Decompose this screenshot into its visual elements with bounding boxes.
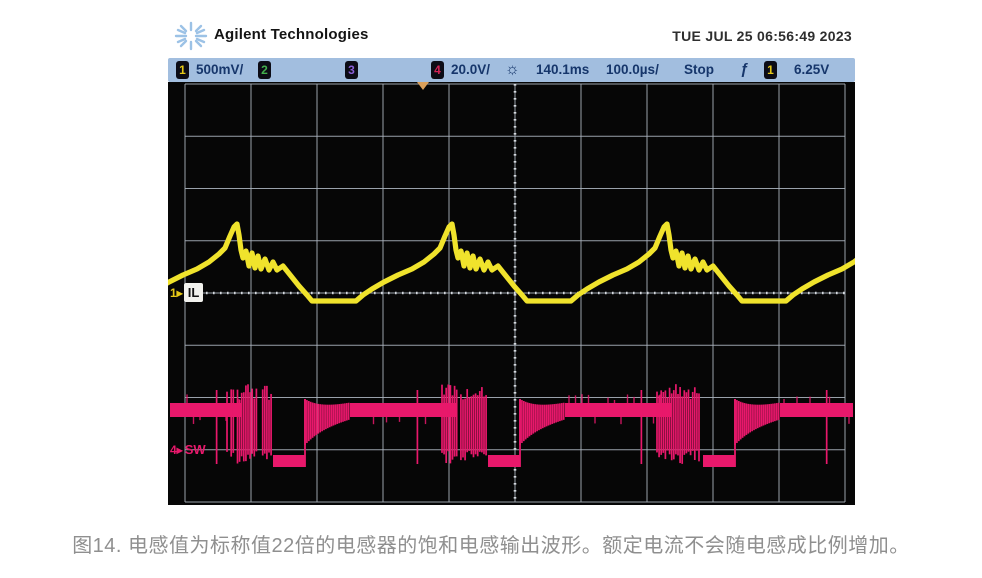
trigger-edge-icon: ƒ <box>740 61 749 78</box>
scope-header: Agilent Technologies TUE JUL 25 06:56:49… <box>168 15 855 58</box>
delay-readout: 140.1ms <box>536 62 590 77</box>
ch1-trace-label: 1▸ IL <box>170 283 204 302</box>
ch3-badge: 3 <box>345 61 358 79</box>
timebase-readout: 100.0µs/ <box>606 62 659 77</box>
trigger-source-badge: 1 <box>764 61 777 79</box>
scope-display: 1▸ IL 4▸ SW <box>168 82 855 505</box>
waveform-canvas <box>168 83 855 503</box>
ch4-ground-marker: 4▸ <box>170 442 183 457</box>
acquisition-status: Stop <box>684 62 714 77</box>
ch1-badge: 1 <box>176 61 189 79</box>
ch1-label-text: IL <box>183 283 204 302</box>
agilent-logo-icon <box>174 21 208 51</box>
ch1-scale: 500mV/ <box>196 62 244 77</box>
brand-text: Agilent Technologies <box>214 26 369 43</box>
figure-caption: 图14. 电感值为标称值22倍的电感器的饱和电感输出波形。额定电流不会随电感成比… <box>72 535 910 557</box>
ch4-trace-label: 4▸ SW <box>170 442 206 457</box>
timestamp: TUE JUL 25 06:56:49 2023 <box>672 28 852 44</box>
ch4-label-text: SW <box>184 442 206 457</box>
ch2-badge: 2 <box>258 61 271 79</box>
status-bar: 1 500mV/ 2 3 4 20.0V/ ☼ 140.1ms 100.0µs/… <box>168 58 855 82</box>
brightness-icon: ☼ <box>505 61 520 78</box>
trigger-level-readout: 6.25V <box>794 62 830 77</box>
ch1-ground-marker: 1▸ <box>170 285 183 300</box>
ch4-scale: 20.0V/ <box>451 62 491 77</box>
trigger-position-marker <box>417 82 429 90</box>
scope-screenshot: Agilent Technologies TUE JUL 25 06:56:49… <box>168 15 855 505</box>
ch4-badge: 4 <box>431 61 444 79</box>
